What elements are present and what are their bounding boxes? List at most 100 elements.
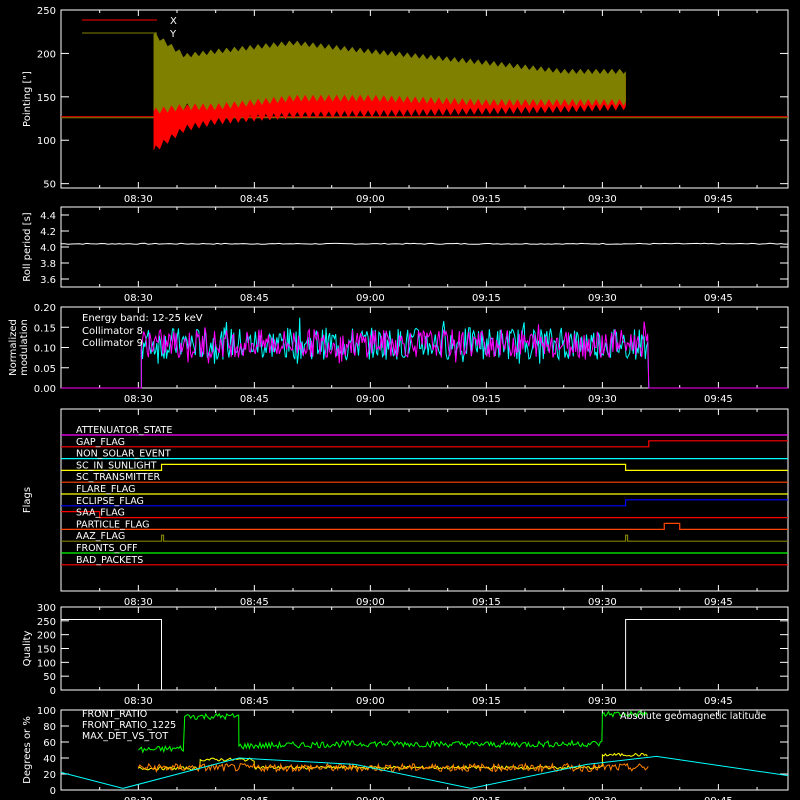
modulation-collimator-9 bbox=[61, 321, 788, 389]
y-axis-label: Flags bbox=[22, 487, 33, 513]
x-tick-label: 09:45 bbox=[704, 696, 733, 707]
x-tick-label: 08:45 bbox=[240, 796, 269, 800]
y-axis-label-line1: Normalized bbox=[8, 319, 19, 376]
flag-saa-flag-line bbox=[61, 511, 788, 519]
panel-6-frame bbox=[60, 709, 789, 791]
y-tick-label: 50 bbox=[43, 672, 56, 683]
x-tick-label: 09:00 bbox=[356, 597, 385, 608]
x-tick-label: 08:45 bbox=[240, 597, 269, 608]
x-tick-label: 09:15 bbox=[472, 394, 501, 405]
quality-line bbox=[61, 619, 788, 691]
y-tick-label: 0.10 bbox=[34, 344, 56, 355]
panel-1-frame bbox=[60, 9, 789, 189]
x-tick-label: 09:30 bbox=[588, 394, 617, 405]
y-tick-label: 100 bbox=[37, 658, 56, 669]
x-tick-label: 08:45 bbox=[240, 194, 269, 205]
x-tick-label: 09:30 bbox=[588, 696, 617, 707]
y-tick-label: 100 bbox=[37, 706, 56, 717]
x-tick-label: 09:00 bbox=[356, 394, 385, 405]
x-tick-label: 08:30 bbox=[124, 796, 153, 800]
legend-label-front-ratio-1225: FRONT_RATIO_1225 bbox=[82, 720, 176, 731]
x-tick-label: 08:45 bbox=[240, 696, 269, 707]
x-tick-label: 09:45 bbox=[704, 293, 733, 304]
flag-saa-flag-label: SAA_FLAG bbox=[76, 508, 125, 519]
y-tick-label: 40 bbox=[43, 754, 56, 765]
legend-label-y: Y bbox=[169, 29, 177, 40]
y-tick-label: 200 bbox=[37, 631, 56, 642]
x-tick-label: 09:00 bbox=[356, 194, 385, 205]
legend-label-front-ratio: FRONT_RATIO bbox=[82, 709, 147, 720]
x-tick-label: 08:45 bbox=[240, 394, 269, 405]
legend-label-collimator-9: Collimator 9 bbox=[82, 338, 143, 349]
y-tick-label: 3.8 bbox=[40, 259, 56, 270]
y-tick-label: 0.20 bbox=[34, 303, 56, 314]
flag-aaz-flag-label: AAZ_FLAG bbox=[76, 531, 125, 542]
flag-sc-in-sunlight-label: SC_IN_SUNLIGHT bbox=[76, 460, 157, 471]
y-axis-label: Quality bbox=[22, 631, 33, 667]
x-tick-label: 09:00 bbox=[356, 293, 385, 304]
y-tick-label: 300 bbox=[37, 603, 56, 614]
y-tick-label: 4.0 bbox=[40, 243, 56, 254]
roll-period-line bbox=[60, 242, 788, 245]
flag-bad-packets-label: BAD_PACKETS bbox=[76, 555, 143, 566]
x-tick-label: 08:30 bbox=[124, 194, 153, 205]
legend-label-max-det-vs-tot: MAX_DET_VS_TOT bbox=[82, 731, 168, 742]
panel-2-frame bbox=[60, 206, 789, 288]
y-tick-label: 0 bbox=[50, 686, 56, 697]
flag-aaz-flag-line bbox=[61, 534, 788, 542]
x-tick-label: 09:45 bbox=[704, 796, 733, 800]
y-axis-label: Roll period [s] bbox=[22, 212, 33, 281]
y-tick-label: 60 bbox=[43, 738, 56, 749]
legend-label-collimator-8: Collimator 8 bbox=[82, 326, 143, 337]
y-tick-label: 50 bbox=[43, 180, 56, 191]
series-front-ratio-1225-line bbox=[138, 710, 648, 754]
x-tick-label: 09:30 bbox=[588, 796, 617, 800]
x-tick-label: 09:45 bbox=[704, 597, 733, 608]
x-tick-label: 08:30 bbox=[124, 293, 153, 304]
y-tick-label: 250 bbox=[37, 6, 56, 17]
flag-particle-flag-line bbox=[61, 522, 788, 530]
flag-sc-transmitter-label: SC_TRANSMITTER bbox=[76, 472, 161, 483]
y-tick-label: 100 bbox=[37, 136, 56, 147]
series-absolute-geomagnetic-latitude-line bbox=[60, 755, 789, 789]
y-tick-label: 250 bbox=[37, 617, 56, 628]
flag-eclipse-flag-label: ECLIPSE_FLAG bbox=[76, 496, 144, 507]
y-tick-label: 4.4 bbox=[40, 211, 56, 222]
flag-fronts-off-label: FRONTS_OFF bbox=[76, 543, 138, 554]
x-tick-label: 09:15 bbox=[472, 796, 501, 800]
flag-flare-flag-label: FLARE_FLAG bbox=[76, 484, 136, 495]
x-tick-label: 09:15 bbox=[472, 597, 501, 608]
flag-non-solar-event-label: NON_SOLAR_EVENT bbox=[76, 449, 171, 460]
y-tick-label: 0.00 bbox=[34, 384, 56, 395]
legend-label-x: X bbox=[170, 16, 177, 27]
y-tick-label: 0.15 bbox=[34, 323, 56, 334]
x-tick-label: 09:00 bbox=[356, 696, 385, 707]
y-tick-label: 80 bbox=[43, 722, 56, 733]
y-tick-label: 3.6 bbox=[40, 275, 56, 286]
y-tick-label: 200 bbox=[37, 49, 56, 60]
y-axis-label: Degrees or % bbox=[22, 716, 33, 784]
y-tick-label: 150 bbox=[37, 93, 56, 104]
x-tick-label: 09:30 bbox=[588, 293, 617, 304]
flag-sc-in-sunlight-line bbox=[61, 463, 788, 471]
flag-eclipse-flag-line bbox=[61, 499, 788, 507]
y-tick-label: 0 bbox=[50, 786, 56, 797]
x-tick-label: 08:30 bbox=[124, 597, 153, 608]
series-max-det-vs-tot-line bbox=[137, 762, 649, 774]
flag-particle-flag-label: PARTICLE_FLAG bbox=[76, 519, 149, 530]
modulation-collimator-8 bbox=[61, 317, 788, 389]
x-tick-label: 08:30 bbox=[124, 394, 153, 405]
energy-band-annotation: Energy band: 12-25 keV bbox=[82, 313, 203, 324]
y-tick-label: 0.05 bbox=[34, 364, 56, 375]
x-tick-label: 08:45 bbox=[240, 293, 269, 304]
y-axis-label: Pointing ["] bbox=[22, 71, 33, 127]
series-y-band bbox=[153, 32, 626, 114]
flag-gap-flag-line bbox=[61, 440, 788, 448]
x-tick-label: 09:30 bbox=[588, 194, 617, 205]
x-tick-label: 08:30 bbox=[124, 696, 153, 707]
x-tick-label: 09:45 bbox=[704, 394, 733, 405]
flag-attenuator-state-label: ATTENUATOR_STATE bbox=[76, 425, 172, 436]
x-tick-label: 09:45 bbox=[704, 194, 733, 205]
y-tick-label: 150 bbox=[37, 645, 56, 656]
